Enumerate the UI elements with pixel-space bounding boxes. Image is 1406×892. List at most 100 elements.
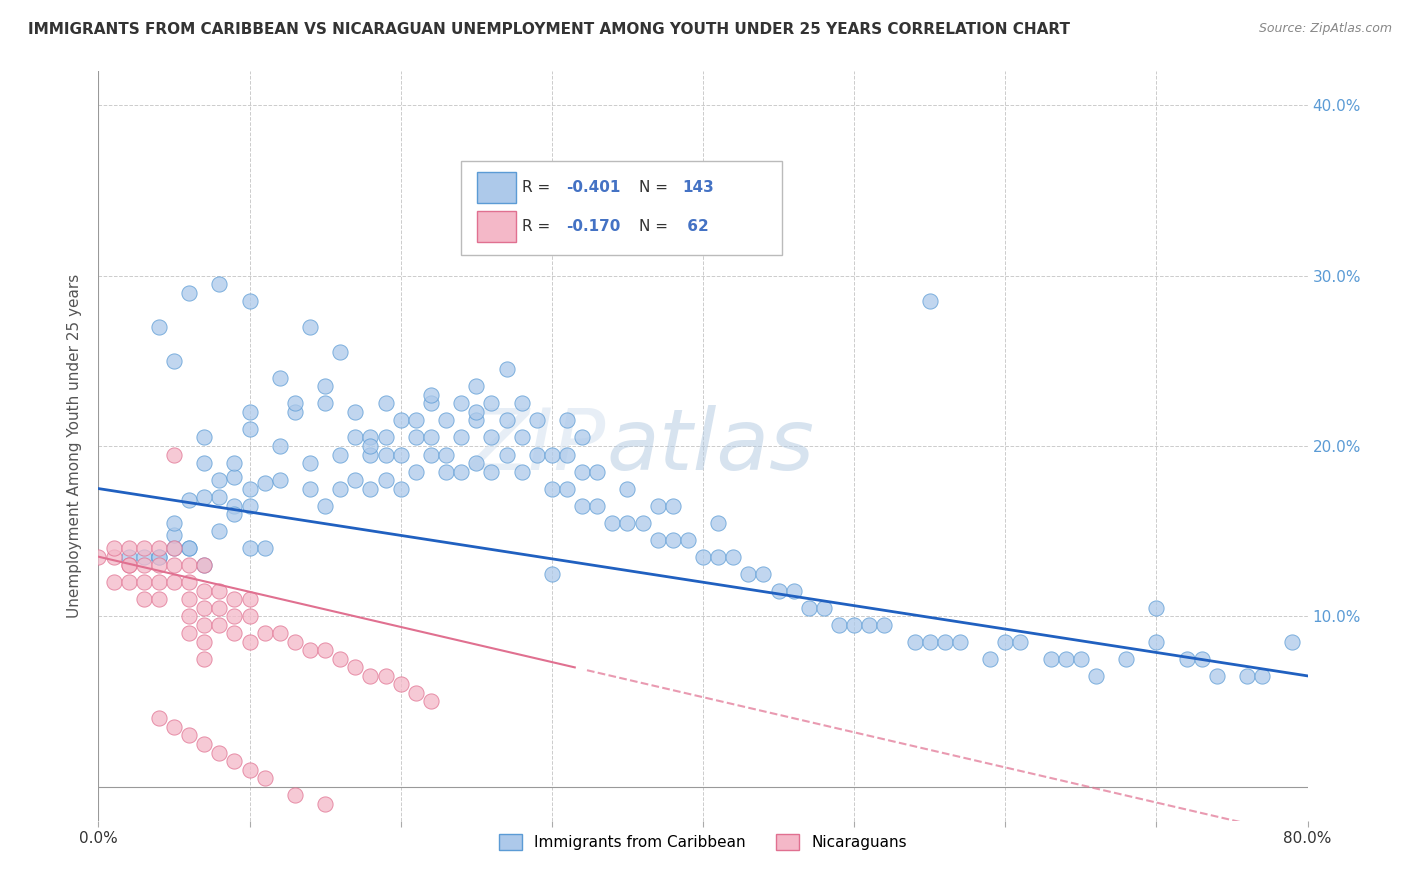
- Point: [434, 448, 457, 462]
- Text: atlas: atlas: [606, 404, 814, 488]
- Point: [224, 469, 246, 483]
- Point: [118, 541, 141, 556]
- Point: [148, 549, 170, 564]
- Point: [495, 448, 517, 462]
- Point: [1191, 652, 1213, 666]
- Point: [179, 493, 201, 508]
- Point: [360, 448, 382, 462]
- Point: [540, 566, 562, 581]
- Point: [179, 626, 201, 640]
- Point: [904, 635, 927, 649]
- Point: [540, 482, 562, 496]
- Point: [647, 499, 669, 513]
- Point: [239, 294, 262, 309]
- Point: [661, 499, 683, 513]
- Point: [828, 617, 851, 632]
- Point: [752, 566, 775, 581]
- Point: [193, 430, 215, 444]
- Point: [224, 507, 246, 521]
- Point: [329, 652, 352, 666]
- Point: [179, 575, 201, 590]
- Point: [389, 677, 412, 691]
- Point: [148, 549, 170, 564]
- Point: [405, 413, 427, 427]
- Point: [193, 456, 215, 470]
- Point: [148, 592, 170, 607]
- Point: [360, 669, 382, 683]
- Point: [239, 482, 262, 496]
- Point: [1236, 669, 1258, 683]
- Point: [934, 635, 956, 649]
- Point: [465, 413, 488, 427]
- Point: [253, 626, 276, 640]
- Point: [132, 541, 155, 556]
- Point: [329, 448, 352, 462]
- Point: [253, 476, 276, 491]
- Point: [284, 396, 307, 410]
- Point: [208, 600, 231, 615]
- Point: [239, 541, 262, 556]
- Point: [118, 558, 141, 573]
- Point: [510, 465, 533, 479]
- Point: [1070, 652, 1092, 666]
- Point: [284, 405, 307, 419]
- Point: [495, 362, 517, 376]
- Point: [208, 746, 231, 760]
- Point: [858, 617, 880, 632]
- Point: [616, 482, 638, 496]
- Point: [797, 600, 820, 615]
- Point: [163, 527, 186, 541]
- Point: [344, 430, 367, 444]
- Text: R =: R =: [522, 180, 555, 195]
- Point: [692, 549, 714, 564]
- Y-axis label: Unemployment Among Youth under 25 years: Unemployment Among Youth under 25 years: [67, 274, 83, 618]
- Point: [148, 558, 170, 573]
- Point: [1281, 635, 1303, 649]
- Point: [481, 430, 503, 444]
- Point: [329, 482, 352, 496]
- Point: [299, 643, 322, 657]
- Point: [434, 413, 457, 427]
- Point: [208, 524, 231, 538]
- Point: [586, 465, 609, 479]
- Point: [783, 583, 806, 598]
- Point: [344, 405, 367, 419]
- Point: [465, 379, 488, 393]
- Text: -0.401: -0.401: [567, 180, 620, 195]
- Point: [239, 422, 262, 436]
- Point: [284, 788, 307, 802]
- Point: [661, 533, 683, 547]
- Point: [314, 643, 336, 657]
- Point: [360, 439, 382, 453]
- Point: [132, 592, 155, 607]
- Point: [132, 549, 155, 564]
- Point: [269, 371, 291, 385]
- Point: [344, 473, 367, 487]
- Point: [132, 558, 155, 573]
- Point: [179, 592, 201, 607]
- FancyBboxPatch shape: [477, 172, 516, 203]
- Point: [163, 720, 186, 734]
- Legend: Immigrants from Caribbean, Nicaraguans: Immigrants from Caribbean, Nicaraguans: [491, 827, 915, 858]
- Point: [224, 592, 246, 607]
- Point: [434, 465, 457, 479]
- Point: [253, 541, 276, 556]
- Point: [450, 430, 472, 444]
- Point: [103, 549, 125, 564]
- Point: [208, 583, 231, 598]
- Point: [163, 516, 186, 530]
- Point: [420, 448, 443, 462]
- Point: [314, 797, 336, 811]
- Point: [374, 448, 396, 462]
- Point: [239, 763, 262, 777]
- Point: [510, 430, 533, 444]
- Point: [193, 600, 215, 615]
- Point: [224, 499, 246, 513]
- Point: [949, 635, 972, 649]
- Point: [1175, 652, 1198, 666]
- Point: [163, 575, 186, 590]
- Text: R =: R =: [522, 219, 555, 234]
- Point: [103, 575, 125, 590]
- Text: N =: N =: [638, 219, 673, 234]
- Point: [284, 635, 307, 649]
